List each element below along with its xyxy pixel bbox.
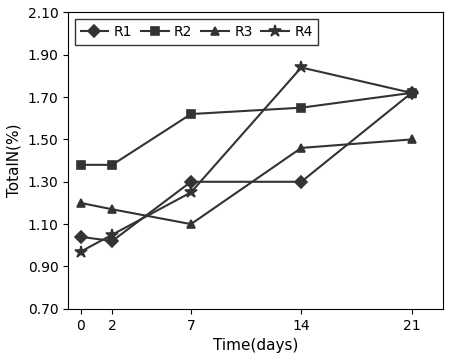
R3 [409,137,414,141]
R1 [298,180,304,184]
R2 [409,91,414,95]
R4 [298,65,304,69]
Y-axis label: TotalN(%): TotalN(%) [7,124,22,197]
R3 [78,201,83,205]
Line: R4: R4 [74,61,418,258]
R4 [78,249,83,254]
R1 [78,235,83,239]
R1 [409,91,414,95]
R2 [298,105,304,110]
R1 [188,180,194,184]
Line: R2: R2 [76,89,416,169]
X-axis label: Time(days): Time(days) [213,338,298,353]
R1 [109,239,115,243]
R2 [188,112,194,116]
R4 [188,190,194,194]
Legend: R1, R2, R3, R4: R1, R2, R3, R4 [75,19,318,45]
R3 [298,146,304,150]
R4 [409,91,414,95]
Line: R3: R3 [76,135,416,228]
Line: R1: R1 [76,89,416,245]
R2 [109,163,115,167]
R3 [188,222,194,226]
R2 [78,163,83,167]
R4 [109,233,115,237]
R3 [109,207,115,211]
